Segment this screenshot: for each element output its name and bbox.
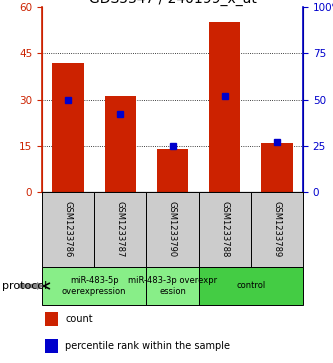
Bar [45,339,58,353]
Bar [94,192,147,267]
Bar [105,97,136,192]
Bar [147,267,198,305]
Bar [42,192,94,267]
Bar [147,192,198,267]
Bar [45,312,58,326]
Text: GSM1233789: GSM1233789 [272,201,281,258]
Bar [251,192,303,267]
Bar [198,192,251,267]
Text: GSM1233788: GSM1233788 [220,201,229,258]
Bar [52,62,84,192]
Text: GSM1233790: GSM1233790 [168,201,177,258]
Text: protocol: protocol [2,281,47,291]
Bar [209,23,240,192]
Bar [157,149,188,192]
Text: control: control [236,281,265,290]
Bar [261,143,293,192]
Bar [198,267,303,305]
Text: miR-483-3p overexpr
ession: miR-483-3p overexpr ession [128,276,217,296]
Text: count: count [66,314,93,324]
Title: GDS5347 / 240199_x_at: GDS5347 / 240199_x_at [89,0,256,6]
Text: GSM1233787: GSM1233787 [116,201,125,258]
Text: percentile rank within the sample: percentile rank within the sample [66,341,230,351]
Text: GSM1233786: GSM1233786 [64,201,73,258]
Text: miR-483-5p
overexpression: miR-483-5p overexpression [62,276,127,296]
Bar [42,267,147,305]
